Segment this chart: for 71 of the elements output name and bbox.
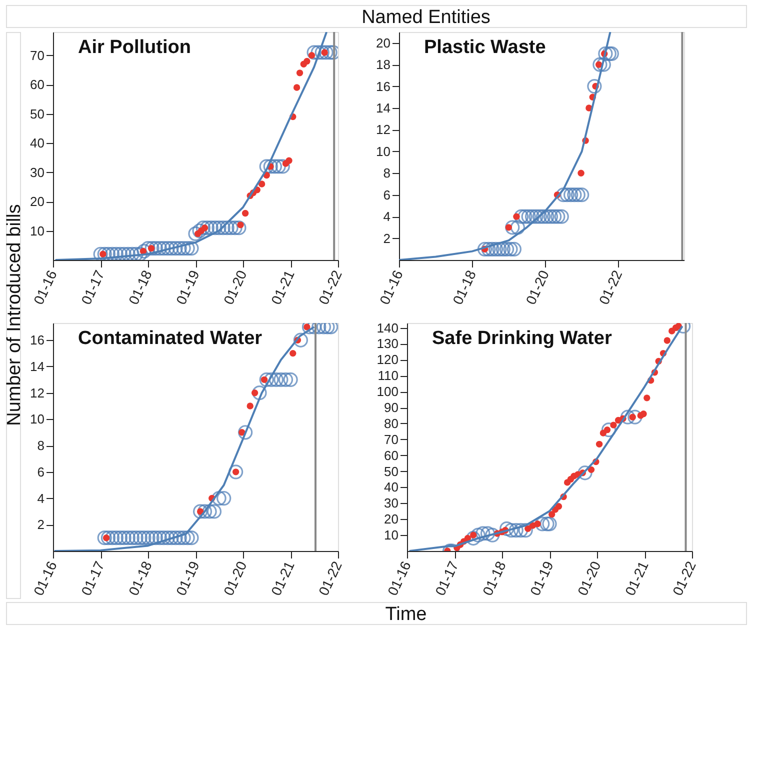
y-tick-label: 2 [383, 230, 390, 246]
y-tick-label: 110 [378, 368, 398, 384]
y-tick-label: 50 [30, 106, 44, 122]
x-tick-label: 01-17 [432, 558, 462, 598]
y-tick-label: 120 [376, 352, 398, 368]
x-tick-label: 01-20 [220, 268, 250, 307]
y-tick-label: 70 [384, 432, 398, 447]
x-tick-label: 01-18 [125, 268, 155, 307]
y-tick-label: 14 [30, 358, 44, 374]
y-tick-label: 4 [37, 490, 44, 506]
y-tick-label: 6 [383, 187, 390, 202]
x-tick-label: 01-18 [479, 558, 509, 598]
y-tick-label: 50 [384, 464, 398, 479]
y-tick-label: 40 [30, 136, 44, 151]
y-tick-label: 30 [30, 164, 44, 180]
x-tick-label: 01-21 [268, 268, 298, 307]
y-tick-label: 140 [376, 320, 398, 336]
y-tick-label: 80 [384, 416, 398, 431]
y-tick-label: 100 [376, 384, 398, 400]
x-tick-label: 01-16 [30, 558, 60, 598]
x-tick-label: 01-22 [596, 268, 626, 307]
x-tick-label: 01-17 [78, 558, 108, 598]
y-tick-label: 4 [383, 209, 390, 224]
y-tick-label: 8 [37, 438, 44, 454]
y-tick-label: 6 [37, 464, 44, 480]
y-tick-label: 2 [37, 517, 44, 532]
chart-title: Air Pollution [78, 37, 191, 58]
x-tick-label: 01-20 [522, 268, 552, 307]
x-tick-label: 01-22 [315, 558, 345, 598]
x-tick-label: 01-19 [172, 558, 202, 598]
y-tick-label: 8 [383, 166, 390, 181]
y-tick-label: 20 [30, 194, 44, 210]
y-tick-label: 90 [384, 400, 398, 416]
y-tick-label: 12 [30, 385, 44, 400]
chart-title: Plastic Waste [424, 37, 546, 58]
y-tick-label: 10 [384, 528, 398, 543]
y-tick-label: 16 [376, 78, 390, 94]
x-tick-label: 01-18 [125, 558, 155, 598]
y-tick-label: 130 [376, 336, 398, 352]
y-axis-title: Number of Introduced bills [4, 204, 25, 426]
y-tick-label: 16 [30, 332, 44, 348]
chart-title: Contaminated Water [78, 328, 263, 349]
x-tick-label: 01-19 [172, 268, 202, 307]
x-axis-title: Time [385, 604, 427, 625]
x-tick-label: 01-21 [268, 558, 298, 598]
x-tick-label: 01-21 [622, 558, 652, 598]
y-tick-label: 20 [384, 512, 398, 527]
x-tick-label: 01-17 [78, 268, 108, 307]
x-tick-label: 01-22 [315, 268, 345, 307]
y-tick-label: 14 [376, 100, 390, 116]
x-tick-label: 01-20 [574, 558, 604, 598]
x-tick-label: 01-16 [30, 268, 60, 307]
x-tick-label: 01-19 [526, 558, 556, 598]
y-tick-label: 10 [376, 144, 390, 159]
y-tick-label: 10 [30, 412, 44, 427]
y-tick-label: 10 [30, 223, 44, 238]
y-tick-label: 12 [376, 122, 390, 138]
y-tick-label: 30 [384, 496, 398, 511]
x-tick-label: 01-20 [220, 558, 250, 598]
y-tick-label: 20 [376, 35, 390, 50]
x-tick-label: 01-16 [384, 558, 414, 598]
y-tick-label: 70 [30, 48, 44, 63]
y-tick-label: 18 [376, 57, 390, 72]
x-tick-label: 01-16 [376, 268, 406, 307]
y-tick-label: 40 [384, 480, 398, 495]
y-tick-label: 60 [30, 77, 44, 92]
y-tick-label: 60 [384, 448, 398, 463]
x-tick-label: 01-22 [669, 558, 699, 598]
chart-title: Safe Drinking Water [432, 328, 612, 349]
x-tick-label: 01-18 [449, 268, 480, 307]
text: Named Entities [362, 7, 490, 28]
